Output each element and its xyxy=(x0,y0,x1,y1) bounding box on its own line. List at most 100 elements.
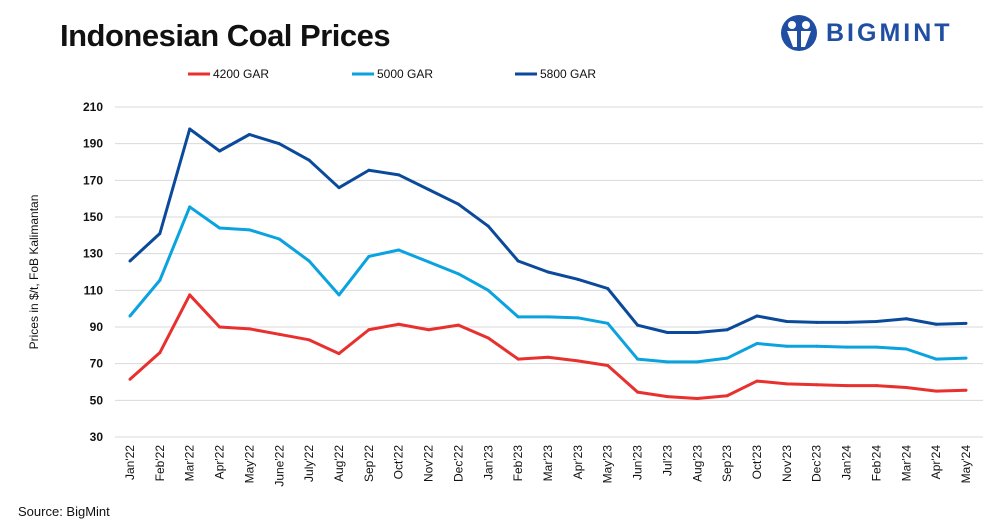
x-tick-label: Mar'23 xyxy=(541,445,555,482)
data-point xyxy=(456,202,460,206)
data-point xyxy=(904,386,908,389)
data-point xyxy=(665,360,669,364)
x-tick-label: June'22 xyxy=(272,445,286,487)
data-point xyxy=(427,260,431,264)
data-point xyxy=(427,328,431,332)
data-point xyxy=(337,352,341,356)
data-point xyxy=(367,254,371,258)
data-point xyxy=(307,158,311,162)
data-point xyxy=(277,142,281,146)
data-point xyxy=(874,345,878,349)
data-point xyxy=(845,384,849,388)
x-tick-label: Feb'22 xyxy=(153,445,167,482)
data-point xyxy=(665,395,669,399)
x-tick-label: May'23 xyxy=(601,445,615,484)
data-point xyxy=(815,320,819,324)
x-tick-label: May'24 xyxy=(959,445,973,484)
x-tick-label: Jun'23 xyxy=(631,445,645,480)
data-point xyxy=(576,359,580,363)
data-point xyxy=(636,390,640,394)
data-point xyxy=(516,259,520,263)
data-point xyxy=(397,173,401,177)
data-point xyxy=(218,226,222,230)
bigmint-logo: BIGMINT xyxy=(780,14,953,52)
x-tick-label: Dec'22 xyxy=(451,445,465,482)
legend-label: 4200 GAR xyxy=(213,67,269,81)
data-point xyxy=(188,127,192,131)
x-tick-label: July'22 xyxy=(302,445,316,482)
y-tick-label: 110 xyxy=(84,283,104,297)
data-point xyxy=(367,328,371,332)
data-point xyxy=(307,338,311,342)
data-point xyxy=(546,270,550,274)
data-point xyxy=(397,322,401,326)
data-point xyxy=(755,379,759,383)
y-tick-label: 130 xyxy=(83,247,103,261)
data-point xyxy=(964,321,968,325)
x-tick-label: May'22 xyxy=(242,445,256,484)
data-point xyxy=(128,314,132,318)
x-tick-label: Feb'23 xyxy=(511,445,525,482)
data-point xyxy=(367,168,371,172)
chart-title: Indonesian Coal Prices xyxy=(60,18,391,53)
data-point xyxy=(815,344,819,348)
data-point xyxy=(218,325,222,329)
source-note: Source: BigMint xyxy=(18,504,110,519)
data-point xyxy=(815,383,819,387)
series-line-5000-gar xyxy=(128,205,967,364)
x-tick-label: Feb'24 xyxy=(869,445,883,482)
data-point xyxy=(247,327,251,331)
data-point xyxy=(158,278,162,282)
y-tick-label: 190 xyxy=(83,137,103,151)
x-tick-label: Oct'22 xyxy=(392,445,406,480)
y-tick-label: 50 xyxy=(90,393,104,407)
x-tick-label: Jul'23 xyxy=(660,445,674,476)
data-point xyxy=(427,188,431,191)
y-tick-label: 30 xyxy=(90,430,104,444)
data-point xyxy=(307,259,311,263)
data-point xyxy=(695,360,699,364)
data-point xyxy=(606,364,610,367)
x-tick-label: Jan'24 xyxy=(840,445,854,480)
x-tick-label: Nov'23 xyxy=(780,445,794,482)
data-point xyxy=(934,322,938,326)
data-point xyxy=(606,321,610,325)
data-point xyxy=(755,314,759,318)
y-tick-label: 170 xyxy=(83,173,103,187)
data-point xyxy=(188,205,192,209)
data-point xyxy=(576,316,580,320)
data-point xyxy=(785,382,789,386)
data-point xyxy=(934,389,938,393)
data-point xyxy=(576,277,580,281)
data-point xyxy=(128,259,132,263)
data-point xyxy=(785,344,789,348)
x-tick-label: Apr'22 xyxy=(213,445,227,480)
data-point xyxy=(128,377,132,381)
x-tick-label: Nov'22 xyxy=(422,445,436,482)
x-tick-label: Mar'22 xyxy=(183,445,197,482)
data-point xyxy=(845,320,849,324)
data-point xyxy=(337,186,341,190)
data-point xyxy=(516,315,520,319)
data-point xyxy=(516,357,520,361)
y-tick-label: 70 xyxy=(90,357,104,371)
data-point xyxy=(486,224,490,228)
x-tick-label: Aug'22 xyxy=(332,445,346,482)
data-point xyxy=(695,397,699,400)
x-tick-label: Apr'23 xyxy=(571,445,585,480)
x-tick-label: Aug'23 xyxy=(690,445,704,482)
data-point xyxy=(546,315,550,319)
data-point xyxy=(218,149,222,153)
logo-text: BIGMINT xyxy=(826,18,953,47)
data-point xyxy=(725,356,729,360)
logo-icon xyxy=(781,15,817,51)
x-tick-label: Sep'22 xyxy=(362,445,376,482)
y-tick-label: 210 xyxy=(83,100,103,114)
x-tick-label: Apr'24 xyxy=(929,445,943,480)
x-tick-label: Jan'23 xyxy=(481,445,495,480)
data-point xyxy=(874,320,878,323)
data-point xyxy=(277,237,281,241)
data-point xyxy=(904,347,908,351)
data-point xyxy=(964,356,968,360)
data-point xyxy=(725,394,729,398)
